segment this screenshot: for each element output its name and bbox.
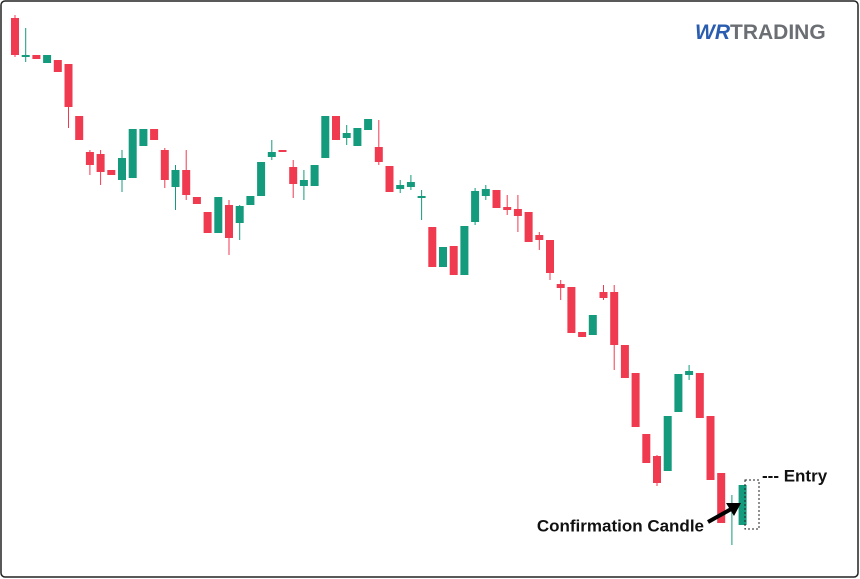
candle-body — [278, 150, 287, 152]
candle-body — [160, 150, 169, 180]
arrow-head — [726, 503, 741, 516]
candle-body — [53, 60, 62, 72]
candle-body — [717, 473, 726, 523]
candle-body — [685, 371, 694, 375]
candle-body — [460, 226, 469, 275]
candle-body — [653, 456, 661, 483]
candle-body — [599, 292, 608, 298]
candle-body — [374, 147, 383, 162]
candle-body — [556, 284, 565, 288]
candle-body — [11, 18, 19, 55]
candle-body — [738, 485, 747, 525]
candle-body — [695, 373, 704, 418]
candle-body — [385, 166, 394, 192]
candle-body — [503, 207, 512, 210]
candle-body — [663, 416, 672, 471]
candle-body — [128, 129, 137, 178]
candle-body — [267, 152, 276, 157]
candle-body — [706, 416, 715, 480]
candle-body — [546, 240, 554, 273]
candle-body — [610, 292, 619, 345]
candle-body — [674, 374, 683, 412]
candle-body — [353, 128, 362, 146]
logo-mark: WR — [695, 21, 731, 44]
candle-body — [406, 182, 415, 187]
logo: WRTRADING — [695, 21, 826, 44]
candle-body — [32, 55, 41, 59]
logo-text: TRADING — [730, 21, 826, 44]
candle-body — [64, 64, 73, 107]
candle-body — [631, 373, 640, 427]
candle-body — [43, 55, 52, 63]
highlight-box — [744, 479, 760, 530]
candle-body — [428, 227, 437, 267]
arrow-shaft — [707, 506, 734, 524]
candle-body — [364, 119, 373, 130]
candle-body — [107, 170, 116, 175]
candle-body — [449, 246, 458, 275]
candle-body — [567, 287, 576, 333]
candle-body — [75, 116, 84, 140]
candle-body — [513, 209, 522, 216]
candle-body — [321, 116, 330, 158]
candle-body — [535, 235, 544, 240]
candle-body — [171, 170, 180, 187]
candle-body — [578, 332, 587, 337]
candle-body — [246, 196, 255, 205]
candle-body — [439, 247, 447, 267]
candle-body — [182, 170, 191, 195]
candle-body — [642, 434, 651, 463]
entry-label: --- Entry — [762, 466, 828, 485]
candle-body — [310, 165, 319, 186]
candle-body — [332, 116, 340, 140]
candle-body — [203, 212, 212, 233]
candle-body — [257, 162, 266, 196]
candle-body — [214, 197, 223, 233]
candle-body — [150, 129, 159, 140]
candle-body — [139, 129, 148, 146]
candle-body — [118, 158, 126, 180]
candle-body — [492, 190, 501, 208]
candle-body — [225, 205, 233, 238]
candle-body — [21, 55, 30, 57]
candle-body — [481, 189, 490, 196]
candle-body — [588, 315, 597, 335]
candle-body — [342, 133, 351, 138]
confirmation-label: Confirmation Candle — [537, 516, 704, 535]
candle-body — [289, 167, 298, 184]
candle-body — [235, 206, 244, 223]
candle-body — [524, 212, 533, 242]
candle-body — [417, 196, 426, 198]
candle-body — [396, 185, 405, 189]
candle-body — [192, 197, 201, 204]
candle-body — [85, 152, 94, 165]
candle-body — [299, 180, 308, 186]
candle-body — [620, 345, 629, 378]
candle-body — [96, 154, 105, 172]
candle-body — [471, 191, 480, 222]
